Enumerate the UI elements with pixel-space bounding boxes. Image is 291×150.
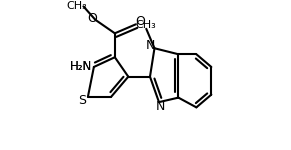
Text: O: O [135, 15, 145, 28]
Text: CH₃: CH₃ [136, 20, 157, 30]
Text: H₂N: H₂N [70, 60, 92, 74]
Text: H₂N: H₂N [70, 60, 92, 74]
Text: S: S [78, 94, 86, 107]
Text: N: N [145, 39, 155, 52]
Text: CH₃: CH₃ [67, 1, 88, 11]
Text: N: N [155, 100, 165, 113]
Text: O: O [87, 12, 97, 25]
